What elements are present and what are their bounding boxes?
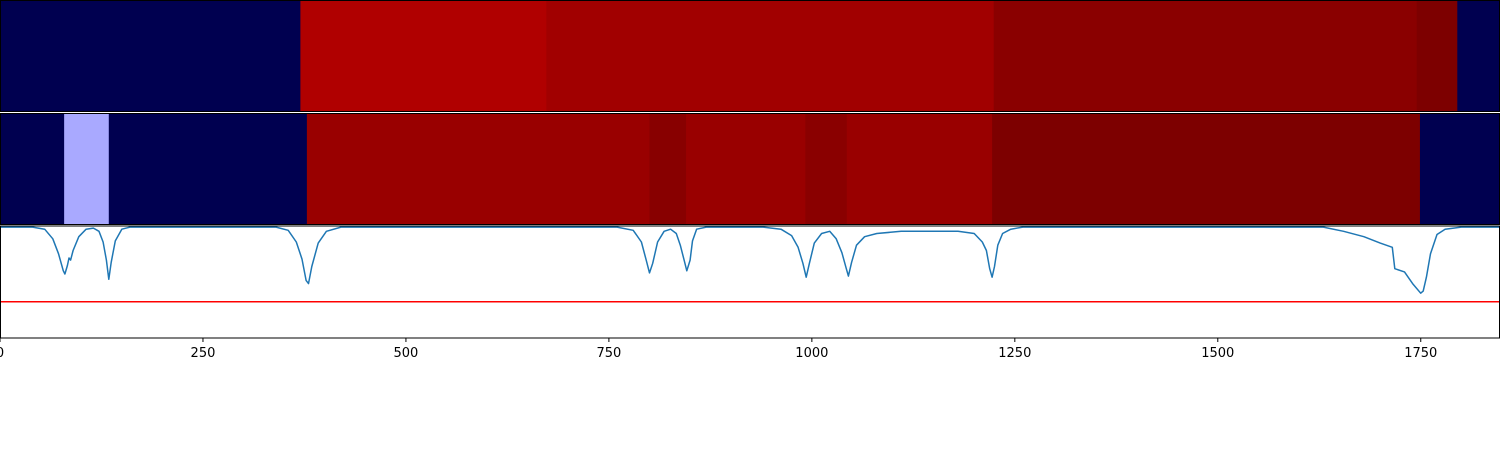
series-line [0, 226, 1500, 294]
heatmap-cell [846, 113, 993, 225]
x-tick-label: 1500 [1201, 346, 1234, 361]
heatmap-cell [686, 113, 806, 225]
x-tick-label: 500 [394, 346, 419, 361]
heatmap-cell [108, 113, 308, 225]
x-tick-label: 1750 [1404, 346, 1437, 361]
plot-background [0, 226, 1500, 338]
heatmap-cell [1457, 0, 1500, 112]
heatmap-cell [992, 113, 1421, 225]
x-tick-label: 1000 [795, 346, 828, 361]
heatmap-cell [993, 0, 1418, 112]
heatmap-cell [546, 0, 995, 112]
heatmap-cell [64, 113, 110, 225]
heatmap-cell [306, 113, 650, 225]
heatmap-cell [805, 113, 848, 225]
x-tick-label: 750 [596, 346, 621, 361]
x-axis: 0 250 500 750 1000 1250 1500 1750 [0, 338, 1437, 361]
heatmap-cell [649, 113, 687, 225]
x-tick-label: 250 [191, 346, 216, 361]
x-tick-label: 0 [0, 346, 4, 361]
x-tick-label: 1250 [998, 346, 1031, 361]
heatmap-cell [300, 0, 547, 112]
heatmap-cell [0, 0, 301, 112]
heatmap-middle [0, 113, 1500, 225]
heatmap-cell [1416, 0, 1458, 112]
heatmap-top [0, 0, 1500, 112]
line-plot [0, 225, 1500, 339]
heatmap-cell [1419, 113, 1500, 225]
heatmap-cell [0, 113, 65, 225]
